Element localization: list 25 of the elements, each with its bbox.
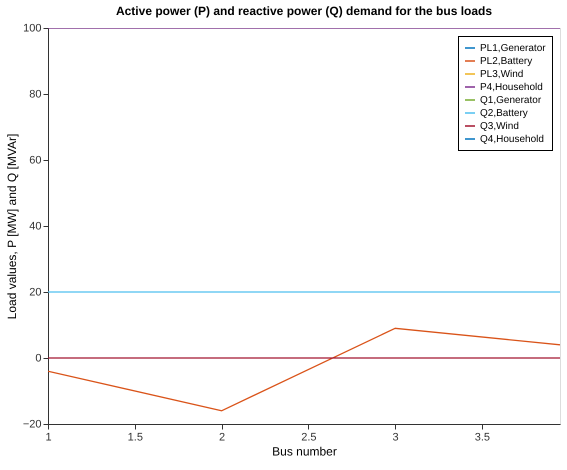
y-tick-label: 100 bbox=[23, 22, 42, 34]
y-tick-label: 0 bbox=[35, 352, 42, 364]
legend-label: Q4,Household bbox=[480, 134, 544, 145]
x-tick-label: 3.5 bbox=[474, 432, 490, 444]
legend-label: PL2,Battery bbox=[480, 56, 532, 67]
y-tick-label: −20 bbox=[22, 418, 42, 430]
legend-label: PL3,Wind bbox=[480, 69, 524, 80]
legend-label: Q3,Wind bbox=[480, 121, 519, 132]
y-tick-label: 80 bbox=[29, 88, 42, 100]
x-tick-label: 2.5 bbox=[301, 432, 316, 444]
chart-title: Active power (P) and reactive power (Q) demand for the bus loads bbox=[116, 4, 492, 18]
y-tick-label: 60 bbox=[29, 154, 42, 166]
legend-label: Q1,Generator bbox=[480, 95, 542, 106]
y-tick-label: 20 bbox=[29, 286, 42, 298]
x-tick-label: 2 bbox=[218, 432, 226, 444]
x-tick-label: 1.5 bbox=[128, 432, 143, 444]
legend-label: P4,Household bbox=[480, 82, 543, 93]
y-tick-label: 40 bbox=[29, 220, 42, 232]
line-series bbox=[48, 328, 560, 412]
x-axis-title: Bus number bbox=[272, 444, 337, 458]
y-axis-title: Load values, P [MW] and Q [MVAr] bbox=[4, 134, 19, 320]
x-tick-label: 1 bbox=[45, 432, 52, 444]
legend-label: Q2,Battery bbox=[480, 108, 528, 119]
x-tick-label: 3 bbox=[392, 432, 399, 444]
legend-label: PL1,Generator bbox=[480, 43, 546, 54]
